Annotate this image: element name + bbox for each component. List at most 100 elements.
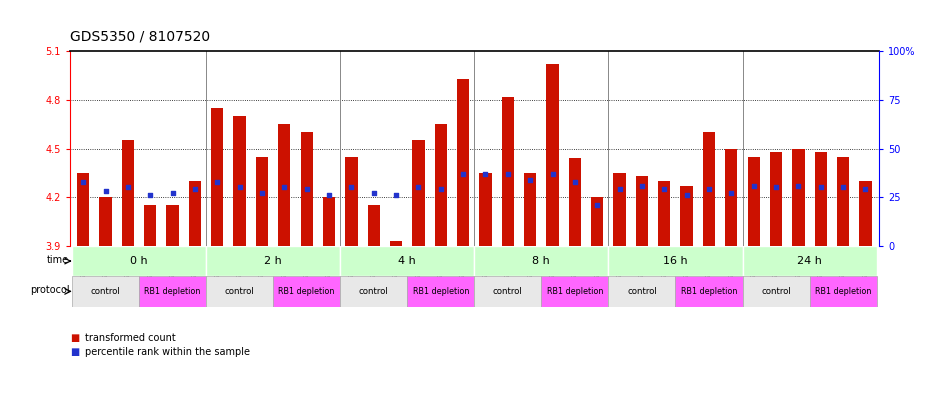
Bar xyxy=(742,276,809,307)
Text: 24 h: 24 h xyxy=(797,256,822,266)
Bar xyxy=(211,108,223,246)
Text: control: control xyxy=(761,287,790,296)
Text: GDS5350 / 8107520: GDS5350 / 8107520 xyxy=(70,29,210,43)
Bar xyxy=(189,181,201,246)
Point xyxy=(366,190,381,196)
Bar xyxy=(256,157,268,246)
Bar xyxy=(474,276,541,307)
Point xyxy=(790,182,805,189)
Text: RB1 depletion: RB1 depletion xyxy=(413,287,469,296)
Text: 8 h: 8 h xyxy=(533,256,551,266)
Bar xyxy=(703,132,715,246)
Bar xyxy=(233,116,246,246)
Text: RB1 depletion: RB1 depletion xyxy=(547,287,603,296)
Bar xyxy=(608,246,742,276)
Bar xyxy=(608,276,675,307)
Text: ■: ■ xyxy=(70,333,79,343)
Point xyxy=(166,190,180,196)
Bar xyxy=(859,181,871,246)
Bar xyxy=(725,149,737,246)
Bar xyxy=(501,97,514,246)
Point xyxy=(75,178,90,185)
Text: control: control xyxy=(493,287,523,296)
Point xyxy=(255,190,270,196)
Bar xyxy=(815,152,827,246)
Text: 16 h: 16 h xyxy=(663,256,688,266)
Text: control: control xyxy=(627,287,657,296)
Bar xyxy=(591,197,604,246)
Point xyxy=(814,184,829,191)
Bar xyxy=(72,276,140,307)
Bar xyxy=(434,124,447,246)
Text: RB1 depletion: RB1 depletion xyxy=(144,287,201,296)
Text: RB1 depletion: RB1 depletion xyxy=(278,287,335,296)
Point xyxy=(500,171,515,177)
Bar xyxy=(340,276,407,307)
Point xyxy=(567,178,582,185)
Bar xyxy=(675,276,742,307)
Bar xyxy=(206,276,273,307)
Bar xyxy=(273,276,340,307)
Point xyxy=(344,184,359,191)
Point xyxy=(277,184,292,191)
Bar xyxy=(541,276,608,307)
Bar xyxy=(457,79,470,246)
Text: 4 h: 4 h xyxy=(398,256,416,266)
Bar xyxy=(809,276,877,307)
Point xyxy=(701,186,716,193)
Bar xyxy=(144,205,156,246)
Bar xyxy=(636,176,648,246)
Point xyxy=(746,182,761,189)
Bar xyxy=(206,246,340,276)
Bar xyxy=(323,197,335,246)
Bar xyxy=(614,173,626,246)
Point xyxy=(210,178,225,185)
Point xyxy=(545,171,560,177)
Point xyxy=(299,186,314,193)
Point xyxy=(456,171,471,177)
Bar xyxy=(390,241,402,246)
Point xyxy=(724,190,738,196)
Text: percentile rank within the sample: percentile rank within the sample xyxy=(85,347,249,357)
Bar xyxy=(524,173,537,246)
Bar xyxy=(100,197,112,246)
Bar xyxy=(166,205,179,246)
Point xyxy=(858,186,873,193)
Bar xyxy=(72,246,206,276)
Bar xyxy=(278,124,290,246)
Bar xyxy=(547,64,559,246)
Bar xyxy=(122,140,134,246)
Bar xyxy=(792,149,804,246)
Point xyxy=(612,186,627,193)
Point xyxy=(478,171,493,177)
Bar xyxy=(345,157,357,246)
Text: 2 h: 2 h xyxy=(264,256,282,266)
Point xyxy=(98,188,113,195)
Bar xyxy=(340,246,474,276)
Point xyxy=(120,184,135,191)
Bar xyxy=(658,181,671,246)
Text: time: time xyxy=(47,255,70,264)
Text: RB1 depletion: RB1 depletion xyxy=(815,287,871,296)
Bar xyxy=(681,186,693,246)
Point xyxy=(433,186,448,193)
Text: control: control xyxy=(90,287,120,296)
Point xyxy=(322,192,337,198)
Text: transformed count: transformed count xyxy=(85,333,176,343)
Point xyxy=(590,202,604,208)
Point xyxy=(188,186,203,193)
Text: ■: ■ xyxy=(70,347,79,357)
Bar xyxy=(770,152,782,246)
Point xyxy=(389,192,404,198)
Point xyxy=(634,182,649,189)
Point xyxy=(836,184,851,191)
Point xyxy=(523,176,538,183)
Point xyxy=(768,184,783,191)
Bar xyxy=(412,140,425,246)
Point xyxy=(143,192,158,198)
Point xyxy=(411,184,426,191)
Bar xyxy=(569,158,581,246)
Point xyxy=(232,184,247,191)
Point xyxy=(679,192,694,198)
Text: protocol: protocol xyxy=(30,285,70,295)
